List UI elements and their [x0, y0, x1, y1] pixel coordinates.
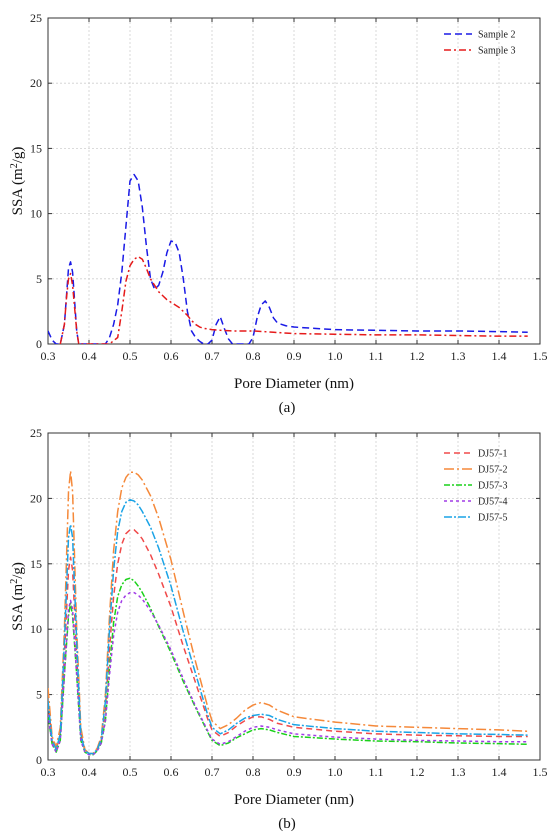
y-tick-label: 5	[36, 272, 42, 286]
x-tick-label: 0.8	[246, 765, 261, 779]
x-tick-label: 0.6	[164, 765, 179, 779]
y-tick-label: 10	[30, 207, 42, 221]
x-tick-label: 0.4	[82, 765, 97, 779]
y-tick-label: 20	[30, 76, 42, 90]
x-tick-label: 1.3	[451, 349, 466, 363]
x-tick-label: 1.1	[369, 349, 384, 363]
y-tick-label: 25	[30, 426, 42, 440]
legend-label: DJ57-1	[478, 449, 507, 460]
panel-label: (a)	[279, 400, 296, 416]
y-axis-label-end: /g)	[10, 147, 26, 164]
y-tick-label: 0	[36, 753, 42, 767]
legend-label: DJ57-4	[478, 497, 507, 508]
legend-label: DJ57-2	[478, 465, 507, 476]
plot-area	[48, 470, 528, 756]
x-tick-label: 0.7	[205, 765, 220, 779]
y-axis-label: SSA (m2/g)	[9, 147, 26, 216]
series-line-dj57-3	[48, 577, 528, 756]
x-tick-label: 1.3	[451, 765, 466, 779]
x-tick-label: 1.5	[533, 765, 548, 779]
y-tick-label: 15	[30, 557, 42, 571]
series-line-dj57-5	[48, 498, 528, 755]
x-tick-label: 0.5	[123, 765, 138, 779]
x-tick-label: 0.8	[246, 349, 261, 363]
panel-label: (b)	[278, 816, 296, 832]
x-tick-label: 1.5	[533, 349, 548, 363]
x-tick-label: 0.9	[287, 765, 302, 779]
y-tick-label: 20	[30, 491, 42, 505]
x-tick-label: 0.5	[123, 349, 138, 363]
x-axis-label: Pore Diameter (nm)	[234, 376, 354, 392]
legend-label: Sample 2	[478, 30, 516, 41]
x-tick-label: 0.9	[287, 349, 302, 363]
x-tick-label: 1.0	[328, 349, 343, 363]
x-tick-label: 0.3	[41, 349, 56, 363]
x-tick-label: 1.2	[410, 349, 425, 363]
x-tick-label: 0.3	[41, 765, 56, 779]
x-tick-label: 1.4	[492, 765, 507, 779]
legend-label: DJ57-3	[478, 481, 507, 492]
x-tick-label: 0.6	[164, 349, 179, 363]
legend: DJ57-1 DJ57-2 DJ57-3 DJ57-4 DJ57-5	[444, 449, 507, 524]
series-line-dj57-2	[48, 470, 528, 755]
x-tick-label: 1.2	[410, 765, 425, 779]
plot-area	[48, 173, 528, 344]
series-line-sample-2	[48, 173, 528, 344]
legend-label: Sample 3	[478, 46, 516, 57]
y-axis-label-end: /g)	[10, 562, 26, 579]
y-tick-label: 5	[36, 688, 42, 702]
x-tick-label: 1.4	[492, 349, 507, 363]
y-tick-label: 25	[30, 11, 42, 25]
y-axis-label-main: SSA (m	[10, 168, 26, 215]
y-axis-label-main: SSA (m	[10, 583, 26, 630]
x-axis-label: Pore Diameter (nm)	[234, 792, 354, 808]
y-tick-label: 10	[30, 622, 42, 636]
x-tick-label: 0.7	[205, 349, 220, 363]
series-line-dj57-1	[48, 529, 528, 755]
y-tick-label: 0	[36, 337, 42, 351]
series-line-sample-3	[59, 255, 528, 344]
y-axis-label: SSA (m2/g)	[9, 562, 26, 631]
chart-panel-a: 0.3 0.4 0.5 0.6 0.7 0.8 0.9 1.0 1.1 1.2 1.3 1.4 1.5 0…	[9, 11, 548, 416]
y-tick-label: 15	[30, 141, 42, 155]
legend: Sample 2 Sample 3	[444, 30, 516, 57]
y-axis-label-sup: 2	[9, 579, 20, 584]
legend-label: DJ57-5	[478, 513, 507, 524]
series-line-dj57-4	[48, 591, 528, 756]
x-tick-label: 1.0	[328, 765, 343, 779]
chart-panel-b: 0.3 0.4 0.5 0.6 0.7 0.8 0.9 1.0 1.1 1.2 1.3 1.4 1.5 0…	[9, 426, 548, 832]
x-tick-label: 0.4	[82, 349, 97, 363]
y-axis-label-sup: 2	[9, 163, 20, 168]
x-tick-label: 1.1	[369, 765, 384, 779]
